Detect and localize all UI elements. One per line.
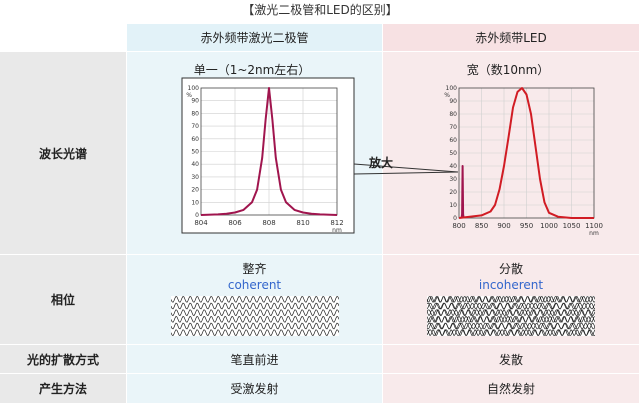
header-led: 赤外频带LED xyxy=(383,24,640,52)
spread-led: 发散 xyxy=(383,345,640,374)
incoherent-wave-line xyxy=(427,302,595,310)
incoherent-wave-line xyxy=(427,309,595,316)
spread-laser: 笔直前进 xyxy=(127,345,383,374)
incoherent-wave-line xyxy=(427,329,595,336)
coherent-wave-line xyxy=(170,315,339,323)
row-label-spread: 光的扩散方式 xyxy=(0,345,127,374)
spectrum-led-cell xyxy=(383,52,640,255)
generation-laser: 受激发射 xyxy=(127,374,383,404)
coherent-wave-line xyxy=(170,322,339,330)
header-blank xyxy=(0,24,127,52)
incoherent-wave-line xyxy=(427,309,595,317)
spectrum-laser-cell xyxy=(127,52,383,255)
phase-laser-en: coherent xyxy=(227,278,282,292)
coherent-wave-line xyxy=(170,309,339,317)
coherent-wave-line xyxy=(170,296,339,303)
phase-laser-zh: 整齐 xyxy=(242,262,267,276)
coherent-wave-line xyxy=(170,302,339,310)
incoherent-wave-line xyxy=(427,302,595,310)
coherent-wave-illustration xyxy=(170,296,339,336)
incoherent-wave-line xyxy=(427,296,595,303)
page-title: 【激光二极管和LED的区别】 xyxy=(242,3,398,17)
row-label-spectrum: 波长光谱 xyxy=(0,52,127,255)
phase-laser-cell: 整齐 coherent xyxy=(127,255,383,345)
header-laser: 赤外频带激光二极管 xyxy=(127,24,383,52)
coherent-wave-line xyxy=(170,329,339,336)
incoherent-wave-line xyxy=(427,322,595,330)
incoherent-wave-illustration xyxy=(427,296,595,336)
phase-led-zh: 分散 xyxy=(498,262,523,276)
row-label-generation: 产生方法 xyxy=(0,374,127,404)
phase-led-en: incoherent xyxy=(478,278,544,292)
comparison-table: 赤外频带激光二极管 赤外频带LED 波长光谱 相位 整齐 coherent 分散… xyxy=(0,24,640,404)
incoherent-wave-line xyxy=(427,322,595,330)
row-label-phase: 相位 xyxy=(0,255,127,345)
generation-led: 自然发射 xyxy=(383,374,640,404)
incoherent-wave-line xyxy=(427,315,595,323)
phase-led-cell: 分散 incoherent xyxy=(383,255,640,345)
